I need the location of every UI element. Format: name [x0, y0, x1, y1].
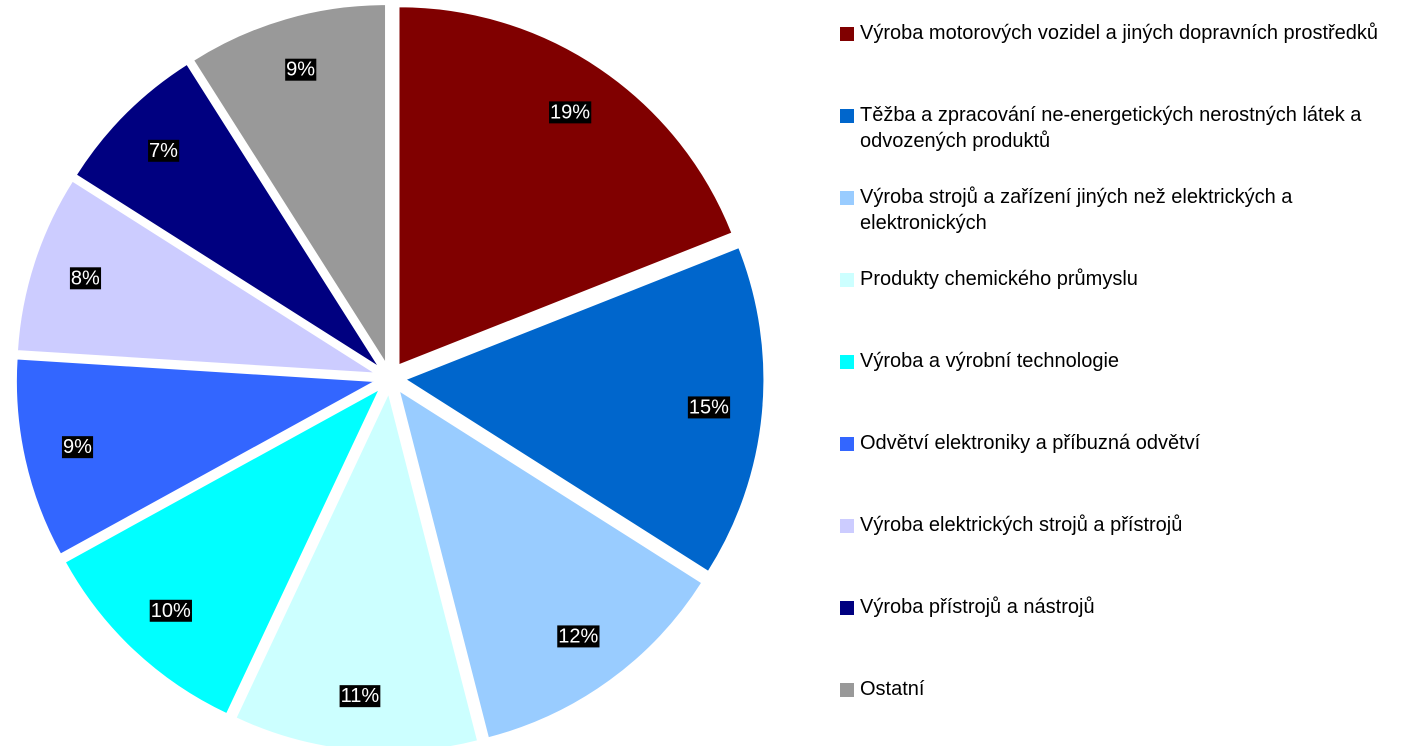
- legend-swatch: [840, 109, 854, 123]
- legend-item: Výroba strojů a zařízení jiných než elek…: [840, 184, 1420, 236]
- pie-slice: [15, 358, 377, 555]
- data-label: 11%: [341, 685, 380, 707]
- legend-item: Odvětví elektroniky a příbuzná odvětví: [840, 430, 1420, 456]
- data-label: 7%: [149, 140, 178, 162]
- legend-item: Výroba přístrojů a nástrojů: [840, 594, 1420, 620]
- legend-item: Výroba elektrických strojů a přístrojů: [840, 512, 1420, 538]
- legend-swatch: [840, 519, 854, 533]
- legend-label: Ostatní: [860, 678, 925, 700]
- pie-slice: [16, 180, 376, 374]
- legend-swatch: [840, 437, 854, 451]
- legend-label: Výroba motorových vozidel a jiných dopra…: [860, 22, 1379, 44]
- data-label: 9%: [63, 436, 92, 458]
- pie-slice: [193, 4, 387, 365]
- legend-swatch: [840, 191, 854, 205]
- data-label-bg: [687, 396, 731, 419]
- legend-label: Produkty chemického průmyslu: [860, 268, 1138, 290]
- legend-item: Výroba a výrobní technologie: [840, 348, 1420, 374]
- pie-slice: [398, 389, 703, 739]
- legend-label: Výroba a výrobní technologie: [860, 350, 1120, 372]
- legend-item: Výroba motorových vozidel a jiných dopra…: [840, 20, 1420, 46]
- legend-item: Ostatní: [840, 676, 1420, 702]
- legend-label: Výroba elektrických strojů a přístrojů: [860, 514, 1183, 536]
- legend-swatch: [840, 601, 854, 615]
- legend-item: Těžba a zpracování ne-energetických nero…: [840, 102, 1420, 154]
- pie-slice: [64, 388, 381, 715]
- legend-swatch: [840, 273, 854, 287]
- legend-swatch: [840, 683, 854, 697]
- data-label-bg: [148, 139, 180, 162]
- legend-swatch: [840, 27, 854, 41]
- data-label-bg: [339, 685, 381, 708]
- pie-slice: [235, 392, 479, 746]
- data-label: 10%: [151, 600, 191, 622]
- data-label: 12%: [558, 625, 598, 647]
- legend-label: Výroba strojů a zařízení jiných než elek…: [860, 186, 1293, 234]
- legend-label: Odvětví elektroniky a příbuzná odvětví: [860, 432, 1201, 454]
- pie: 19% 15% 12% 11% 10% 9% 8% 7% 9%: [15, 4, 765, 746]
- legend-swatch: [840, 355, 854, 369]
- legend-label: Výroba přístrojů a nástrojů: [860, 596, 1095, 618]
- data-label-bg: [557, 625, 600, 648]
- data-label-bg: [69, 267, 102, 290]
- pie-slice: [404, 247, 765, 573]
- data-label-bg: [285, 58, 317, 81]
- data-label-bg: [61, 436, 94, 459]
- pie-slice: [398, 6, 733, 366]
- legend-item: Produkty chemického průmyslu: [840, 266, 1420, 292]
- data-label: 19%: [550, 101, 590, 123]
- data-label-bg: [149, 599, 192, 622]
- data-label: 9%: [286, 59, 315, 81]
- legend-label: Těžba a zpracování ne-energetických nero…: [860, 104, 1362, 152]
- data-label-bg: [549, 101, 592, 124]
- data-label: 15%: [689, 396, 729, 418]
- data-label: 8%: [71, 267, 100, 289]
